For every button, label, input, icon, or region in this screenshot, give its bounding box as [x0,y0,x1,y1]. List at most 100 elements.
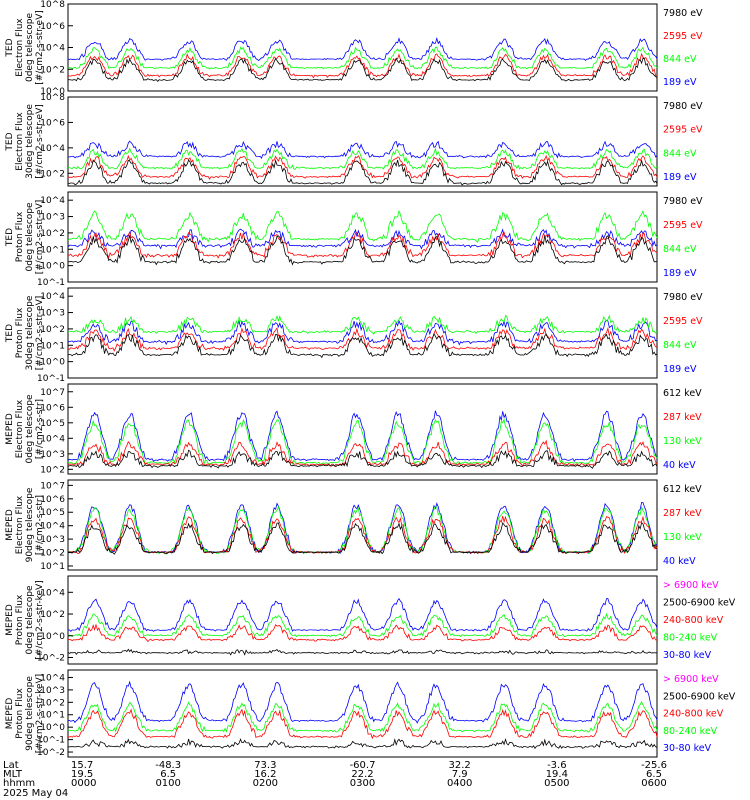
legend-entry: 40 keV [663,460,696,471]
legend-entry: 189 eV [663,77,697,88]
legend-entry: 612 keV [663,388,702,399]
legend-entry: 2500-6900 keV [663,691,736,702]
legend-entry: 2500-6900 keV [663,598,736,609]
legend-entry: 287 keV [663,412,702,423]
y-tick-label: 10^-1 [37,736,65,746]
y-axis-label-line: [#/cm2-s-str-eV] [35,10,45,85]
y-axis-label: TED Proton Flux 0deg telescope [#/cm2-s-str… [5,200,45,275]
series-line-3 [67,230,658,260]
series-line-4 [67,738,658,750]
x-tick-time: 0300 [350,778,375,789]
y-tick-label: 10^3 [40,309,65,319]
x-row-label-hhmm: hhmm [3,778,35,789]
plot-frame [67,287,658,379]
y-axis-label: MEPED Proton Flux 90deg telescope [#/cm2-s-… [5,674,45,753]
legend-entry: 189 eV [663,364,697,375]
series-line-1 [67,410,658,463]
y-axis-label-line: MEPED [5,604,15,636]
legend-entry: 2595 eV [663,125,703,136]
legend-entry: 2595 eV [663,220,703,231]
x-tick-mlt: 19.4 [546,769,568,780]
y-tick-label: 10^2 [40,465,65,475]
legend-entry: 80-240 keV [663,726,718,737]
y-tick-label: 10^5 [40,508,65,518]
legend-entry: 844 eV [663,148,697,159]
y-axis-label-line: [#/cm2-s-str] [35,399,45,459]
y-tick-label: 10^-1 [37,374,65,384]
y-tick-label: 10^4 [40,522,65,532]
legend-entry: 189 eV [663,172,697,183]
y-tick-label: 10^4 [40,292,65,302]
y-tick-label: 10^4 [40,144,65,154]
y-axis-label-line: 0deg telescope [25,394,35,464]
y-tick-label: 10^0 [40,723,65,733]
series-line-2 [67,612,658,638]
series-line-3 [67,708,658,740]
series-line-1 [67,680,658,724]
y-tick-label: 10^8 [40,93,65,103]
series-line-3 [67,326,658,352]
legend-entry: 844 eV [663,340,697,351]
y-axis-label-line: TED [5,38,15,57]
x-tick-time: 0500 [544,778,569,789]
series-line-2 [67,209,658,243]
y-tick-label: 10^1 [40,711,65,721]
legend-entry: > 6900 keV [663,580,719,591]
y-axis-label-line: 0deg telescope [25,585,35,655]
legend-entry: 7980 eV [663,292,703,303]
y-axis-label-line: 0deg telescope [25,202,35,272]
x-tick-lat: -3.6 [547,760,567,771]
y-tick-label: 10^3 [40,535,65,545]
legend-entry: 30-80 keV [663,743,712,754]
legend-entry: 2595 eV [663,31,703,42]
y-axis-label-line: TED [5,324,15,343]
x-tick-lat: 32.2 [449,760,471,771]
x-tick-mlt: 6.5 [646,769,662,780]
legend-entry: 40 keV [663,556,696,567]
y-tick-label: 10^1 [40,341,65,351]
x-tick-lat: -48.3 [155,760,181,771]
legend-entry: 7980 eV [663,196,703,207]
y-tick-label: 10^2 [40,549,65,559]
y-axis-label-line: 0deg telescope [25,13,35,83]
y-tick-label: 10^0 [40,632,65,642]
y-tick-label: 10^7 [40,481,65,491]
series-line-3 [68,439,658,467]
x-tick-lat: -25.6 [641,760,667,771]
y-axis-label-line: [#/cm2-s-str-keV] [35,580,45,659]
legend-entry: 7980 eV [663,101,703,112]
y-tick-label: 10^8 [40,0,65,10]
y-tick-label: 10^2 [40,698,65,708]
series-line-2 [67,505,658,555]
x-tick-lat: 73.3 [254,760,276,771]
y-axis-label-line: Proton Flux [15,307,25,358]
x-tick-time: 0100 [155,778,180,789]
y-tick-label: 10^1 [40,562,65,572]
y-axis-label-line: 30deg telescope [25,104,35,179]
y-axis-label-line: Proton Flux [15,688,25,739]
plot-frame [67,191,658,283]
y-tick-label: 10^4 [40,588,65,598]
legend-entry: 189 eV [663,268,697,279]
y-axis-label-line: Proton Flux [15,211,25,262]
series-line-1 [67,228,658,250]
series-line-4 [67,521,658,555]
y-tick-label: 10^4 [40,673,65,683]
y-axis-label: TED Electron Flux 30deg telescope [#/cm2-s-… [5,104,45,179]
legend-entry: 844 eV [663,244,697,255]
series-line-4 [67,159,658,186]
y-tick-label: 10^-1 [37,278,65,288]
y-tick-label: 10^2 [40,169,65,179]
legend-entry: 30-80 keV [663,650,712,661]
y-tick-label: 10^4 [40,434,65,444]
x-tick-mlt: 19.5 [71,769,93,780]
y-tick-label: 10^1 [40,245,65,255]
y-axis-label-line: [#/cm2-s-str-eV] [35,200,45,275]
y-axis-label-line: Electron Flux [15,18,25,77]
y-axis-label: TED Electron Flux 0deg telescope [#/cm2-s-s… [5,10,45,85]
x-tick-mlt: 16.2 [254,769,276,780]
